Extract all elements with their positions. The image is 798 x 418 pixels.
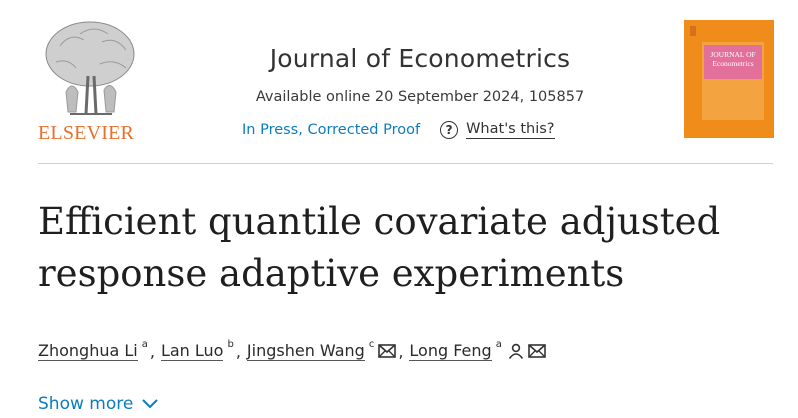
author-name[interactable]: Long Feng [409, 341, 492, 361]
show-more-button[interactable]: Show more [38, 394, 159, 414]
author-separator: , [149, 341, 155, 361]
article-title-line-2: response adaptive experiments [38, 252, 625, 295]
elsevier-tree-icon [45, 21, 135, 115]
author-name[interactable]: Zhonghua Li [38, 341, 138, 361]
chevron-down-icon [142, 399, 159, 409]
cover-label: JOURNAL OF Econometrics [704, 45, 762, 79]
mail-icon[interactable] [528, 344, 546, 358]
author-item[interactable]: Zhonghua Li a [38, 338, 148, 361]
author-item[interactable]: Long Feng a [409, 338, 546, 361]
affiliation-marker[interactable]: b [227, 338, 234, 350]
show-more-label: Show more [38, 394, 134, 414]
question-circle-icon[interactable]: ? [440, 121, 459, 139]
journal-title[interactable]: Journal of Econometrics [269, 44, 571, 73]
journal-cover[interactable]: JOURNAL OF Econometrics [684, 20, 774, 138]
journal-title-block: Journal of Econometrics [200, 44, 640, 73]
person-icon[interactable] [508, 343, 524, 359]
header-divider [38, 163, 773, 164]
whats-this-link[interactable]: What's this? [466, 121, 555, 139]
author-separator: , [235, 341, 241, 361]
affiliation-marker[interactable]: a [141, 338, 148, 350]
author-name[interactable]: Jingshen Wang [246, 341, 365, 361]
affiliation-marker[interactable]: a [495, 338, 502, 350]
author-list: Zhonghua Li a , Lan Luo b , Jingshen Wan… [38, 338, 546, 361]
affiliation-marker[interactable]: c [368, 338, 375, 350]
article-title-line-1: Efficient quantile covariate adjusted [38, 200, 721, 243]
mail-icon[interactable] [378, 344, 397, 358]
in-press-link[interactable]: In Press, Corrected Proof [242, 122, 421, 138]
publisher-logo[interactable]: ELSEVIER [38, 8, 146, 144]
article-title: Efficient quantile covariate adjusted re… [38, 196, 778, 300]
status-row: In Press, Corrected Proof ? What's this? [242, 118, 555, 142]
cover-mark [690, 26, 696, 36]
author-separator: , [398, 341, 404, 361]
availability-text: Available online 20 September 2024, 1058… [255, 89, 585, 105]
author-item[interactable]: Lan Luo b [160, 338, 234, 361]
author-item[interactable]: Jingshen Wang c [246, 338, 397, 361]
publisher-wordmark: ELSEVIER [38, 122, 135, 144]
author-name[interactable]: Lan Luo [160, 341, 224, 361]
